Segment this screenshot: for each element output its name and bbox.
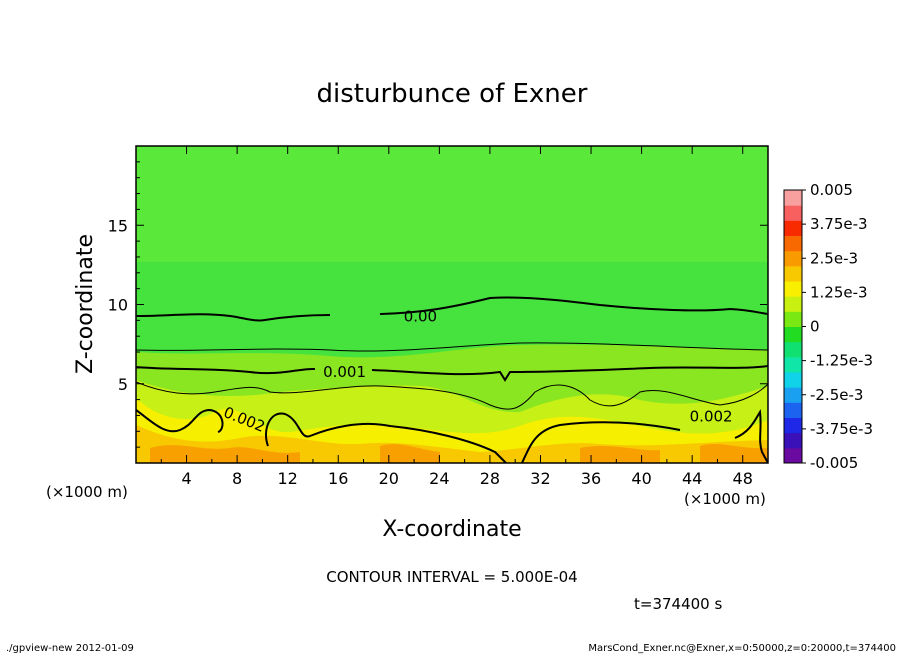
colorbar-label: -1.25e-3 bbox=[810, 352, 873, 370]
colorbar-labels: 0.005 3.75e-3 2.5e-3 1.25e-3 0 -1.25e-3 -2.5e-… bbox=[802, 181, 873, 472]
colorbar-segment bbox=[784, 296, 802, 312]
colorbar-segment bbox=[784, 402, 802, 418]
colorbar-label: -3.75e-3 bbox=[810, 420, 873, 438]
chart-title: disturbunce of Exner bbox=[317, 79, 588, 109]
contour-label: 0.001 bbox=[323, 363, 366, 381]
contour-label: 0.002 bbox=[690, 407, 733, 425]
x-tick-label: 44 bbox=[682, 469, 702, 488]
colorbar-segment bbox=[784, 447, 802, 464]
colorbar-label: 0.005 bbox=[810, 181, 853, 199]
y-tick-label: 5 bbox=[118, 375, 128, 394]
field-band-green-light bbox=[136, 146, 768, 262]
colorbar-segment bbox=[784, 235, 802, 252]
colorbar-segment bbox=[784, 190, 802, 206]
colorbar-segment bbox=[784, 387, 802, 403]
x-tick-label: 24 bbox=[429, 469, 449, 488]
x-tick-label: 4 bbox=[181, 469, 191, 488]
colorbar-label: -2.5e-3 bbox=[810, 386, 863, 404]
plot-area bbox=[136, 146, 768, 463]
contour-line-thin-2 bbox=[136, 381, 768, 410]
field-band-orange bbox=[150, 444, 768, 463]
x-tick-label: 36 bbox=[581, 469, 601, 488]
x-tick-label: 8 bbox=[232, 469, 242, 488]
contour-line-0001 bbox=[136, 365, 768, 382]
contour-line-0002-b bbox=[521, 409, 768, 463]
contour-line-0002-a bbox=[136, 408, 507, 463]
colorbar-segment bbox=[784, 372, 802, 388]
contour-interval-text: CONTOUR INTERVAL = 5.000E-04 bbox=[326, 568, 577, 586]
y-axis-label: Z-coordinate bbox=[73, 234, 98, 374]
colorbar-segment bbox=[784, 356, 802, 373]
y-axis-ticks: 5 10 15 bbox=[108, 161, 768, 448]
colorbar-label: 1.25e-3 bbox=[810, 283, 868, 301]
colorbar-segment bbox=[784, 417, 802, 434]
x-tick-label: 28 bbox=[480, 469, 500, 488]
x-axis-label: X-coordinate bbox=[382, 517, 521, 542]
colorbar-segment bbox=[784, 311, 802, 327]
x-axis-ticks: 4 8 12 16 20 24 28 32 36 40 44 48 bbox=[160, 146, 753, 488]
x-unit-right: (×1000 m) bbox=[684, 490, 766, 508]
colorbar-segment bbox=[784, 341, 802, 358]
contour-line-thin-1 bbox=[136, 342, 768, 352]
footer-right: MarsCond_Exner.nc@Exner,x=0:50000,z=0:20… bbox=[588, 643, 896, 654]
colorbar-segment bbox=[784, 265, 802, 282]
colorbar bbox=[783, 189, 803, 464]
contour-label: 0.00 bbox=[404, 308, 437, 326]
x-tick-label: 16 bbox=[328, 469, 348, 488]
x-tick-label: 12 bbox=[278, 469, 298, 488]
colorbar-segment bbox=[784, 432, 802, 449]
footer-left: ./gpview-new 2012-01-09 bbox=[6, 643, 134, 654]
colorbar-label: 0 bbox=[810, 318, 820, 336]
colorbar-label: -0.005 bbox=[810, 454, 858, 472]
colorbar-label: 3.75e-3 bbox=[810, 215, 868, 233]
colorbar-segment bbox=[784, 281, 802, 297]
colorbar-segment bbox=[784, 205, 802, 221]
y-tick-label: 10 bbox=[108, 296, 128, 315]
colorbar-segment bbox=[784, 250, 802, 267]
x-tick-label: 32 bbox=[530, 469, 550, 488]
colorbar-segment bbox=[784, 220, 802, 236]
x-tick-label: 20 bbox=[379, 469, 399, 488]
x-tick-label: 40 bbox=[631, 469, 651, 488]
colorbar-segment bbox=[784, 326, 802, 343]
x-unit-left: (×1000 m) bbox=[46, 483, 128, 501]
x-tick-label: 48 bbox=[733, 469, 753, 488]
contour-line-zero bbox=[136, 296, 768, 322]
colorbar-label: 2.5e-3 bbox=[810, 249, 858, 267]
y-tick-label: 15 bbox=[108, 216, 128, 235]
time-text: t=374400 s bbox=[634, 595, 722, 613]
